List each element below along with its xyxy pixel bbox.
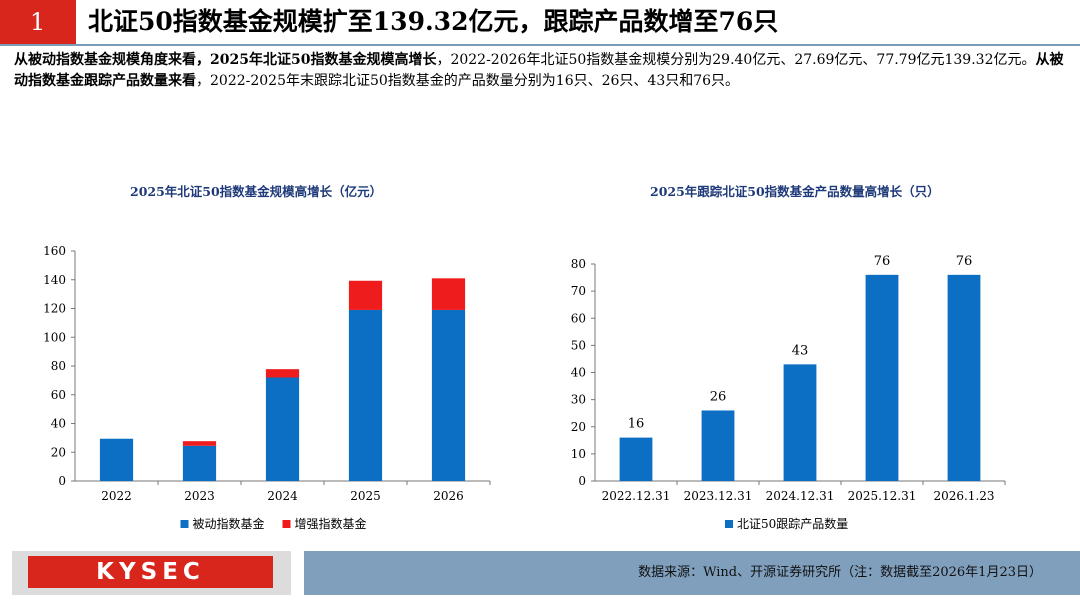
x-tick-label: 2022.12.31 [602,489,671,503]
intro-text-2: ，2022-2025年末跟踪北证50指数基金的产品数量分别为16只、26只、43… [196,73,740,89]
legend-swatch [180,520,189,528]
legend-label: 增强指数基金 [295,516,367,531]
bar-primary [947,274,981,481]
bar-secondary [265,369,300,378]
x-tick-label: 2024 [267,489,298,503]
y-tick-label: 0 [58,474,66,488]
y-tick-label: 10 [571,447,586,461]
x-tick-label: 2023.12.31 [684,489,753,503]
legend-label: 被动指数基金 [193,516,265,531]
y-tick-label: 60 [571,311,586,325]
y-tick-label: 120 [43,302,66,316]
data-label: 26 [710,389,727,404]
chart-title: 2025年跟踪北证50指数基金产品数量高增长（只） [650,184,940,199]
legend-swatch [282,520,291,528]
y-tick-label: 20 [51,445,66,459]
y-tick-label: 20 [571,420,586,434]
bar-primary [619,437,653,481]
y-tick-label: 80 [51,359,66,373]
x-tick-label: 2025.12.31 [848,489,917,503]
bar-primary [99,438,134,481]
intro-bold-2: 从被动指数基金跟踪产品数量来看 [14,52,1064,89]
y-tick-label: 40 [571,366,586,380]
data-label: 43 [792,343,809,358]
y-tick-label: 100 [43,330,66,344]
y-tick-label: 70 [571,284,586,298]
x-tick-label: 2024.12.31 [766,489,835,503]
x-tick-label: 2022 [101,489,132,503]
chart-fund-size: 2025年北证50指数基金规模高增长（亿元） 0 20 40 60 80 100 120 14… [30,175,510,545]
y-tick-label: 60 [51,388,66,402]
bar-primary [431,309,466,481]
y-tick-label: 140 [43,273,66,287]
y-tick-label: 0 [578,474,586,488]
bar-primary [783,364,817,481]
intro-paragraph: 从被动指数基金规模角度来看，2025年北证50指数基金规模高增长，2022-20… [14,50,1064,92]
intro-bold-1: 从被动指数基金规模角度来看，2025年北证50指数基金规模高增长 [14,52,437,68]
footer-logo-area: KYSEC [12,551,291,595]
intro-text-1: ，2022-2026年北证50指数基金规模分别为29.40亿元、27.69亿元、… [436,52,1036,68]
data-label: 16 [628,417,645,432]
bar-secondary [431,278,466,310]
page-title: 北证50指数基金规模扩至139.32亿元，跟踪产品数增至76只 [88,7,779,36]
chart-product-count-svg: 0 10 20 30 40 50 60 70 80 2022.12.31 16 2023.12.31 2… [571,254,1006,531]
footer-source-bar: 数据来源：Wind、开源证券研究所（注：数据截至2026年1月23日） [304,551,1080,595]
bar-primary [265,377,300,481]
bar-secondary [348,280,383,310]
data-label: 76 [956,254,973,269]
x-tick-label: 2026.1.23 [933,489,994,503]
chart-product-count: 2025年跟踪北证50指数基金产品数量高增长（只） 0 10 20 30 40 50 60 7… [555,175,1055,545]
y-tick-label: 40 [51,417,66,431]
bar-primary [348,309,383,481]
bar-primary [182,445,217,481]
x-tick-label: 2025 [350,489,381,503]
header-divider [0,44,1080,46]
legend-swatch [725,520,733,528]
chart-title: 2025年北证50指数基金规模高增长（亿元） [130,184,383,199]
data-label: 76 [874,254,891,269]
x-tick-label: 2023 [184,489,215,503]
x-tick-label: 2026 [433,489,464,503]
page-header: 1 北证50指数基金规模扩至139.32亿元，跟踪产品数增至76只 [0,0,1080,46]
y-tick-label: 30 [571,393,586,407]
y-tick-label: 80 [571,257,586,271]
y-tick-label: 160 [43,244,66,258]
data-source: 数据来源：Wind、开源证券研究所（注：数据截至2026年1月23日） [638,565,1042,580]
chart-fund-size-svg: 0 20 40 60 80 100 120 140 160 2022 2023 2024 2025 202… [43,244,491,531]
bar-primary [701,410,735,481]
bar-primary [865,274,899,481]
section-number: 1 [0,0,76,44]
y-tick-label: 50 [571,338,586,352]
kysec-logo: KYSEC [28,556,273,588]
legend-label: 北证50跟踪产品数量 [737,516,848,531]
bar-secondary [182,441,217,446]
